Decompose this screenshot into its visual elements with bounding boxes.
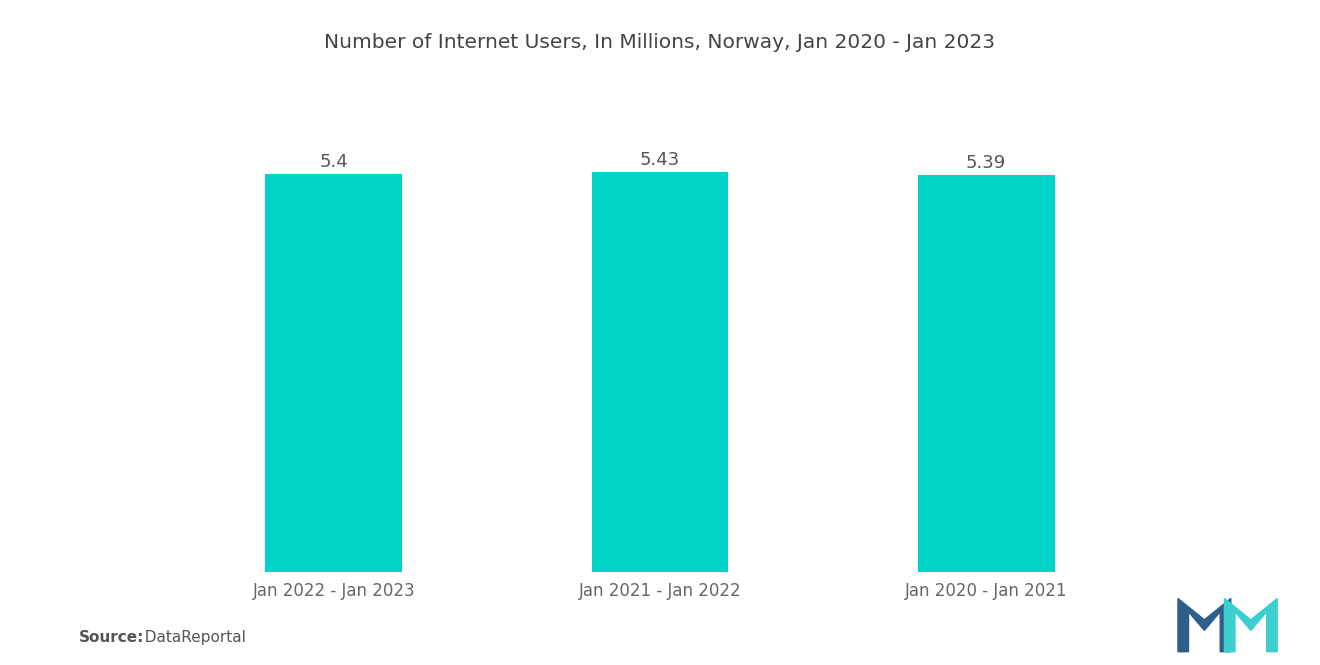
Bar [591, 172, 729, 572]
Text: DataReportal: DataReportal [135, 630, 246, 645]
Polygon shape [1177, 598, 1230, 652]
Polygon shape [1225, 598, 1278, 652]
Text: 5.39: 5.39 [966, 154, 1006, 172]
Bar [265, 174, 403, 572]
Bar [917, 175, 1055, 572]
Text: Source:: Source: [79, 630, 145, 645]
Text: Number of Internet Users, In Millions, Norway, Jan 2020 - Jan 2023: Number of Internet Users, In Millions, N… [325, 33, 995, 53]
Text: 5.4: 5.4 [319, 153, 348, 171]
Text: 5.43: 5.43 [640, 151, 680, 169]
